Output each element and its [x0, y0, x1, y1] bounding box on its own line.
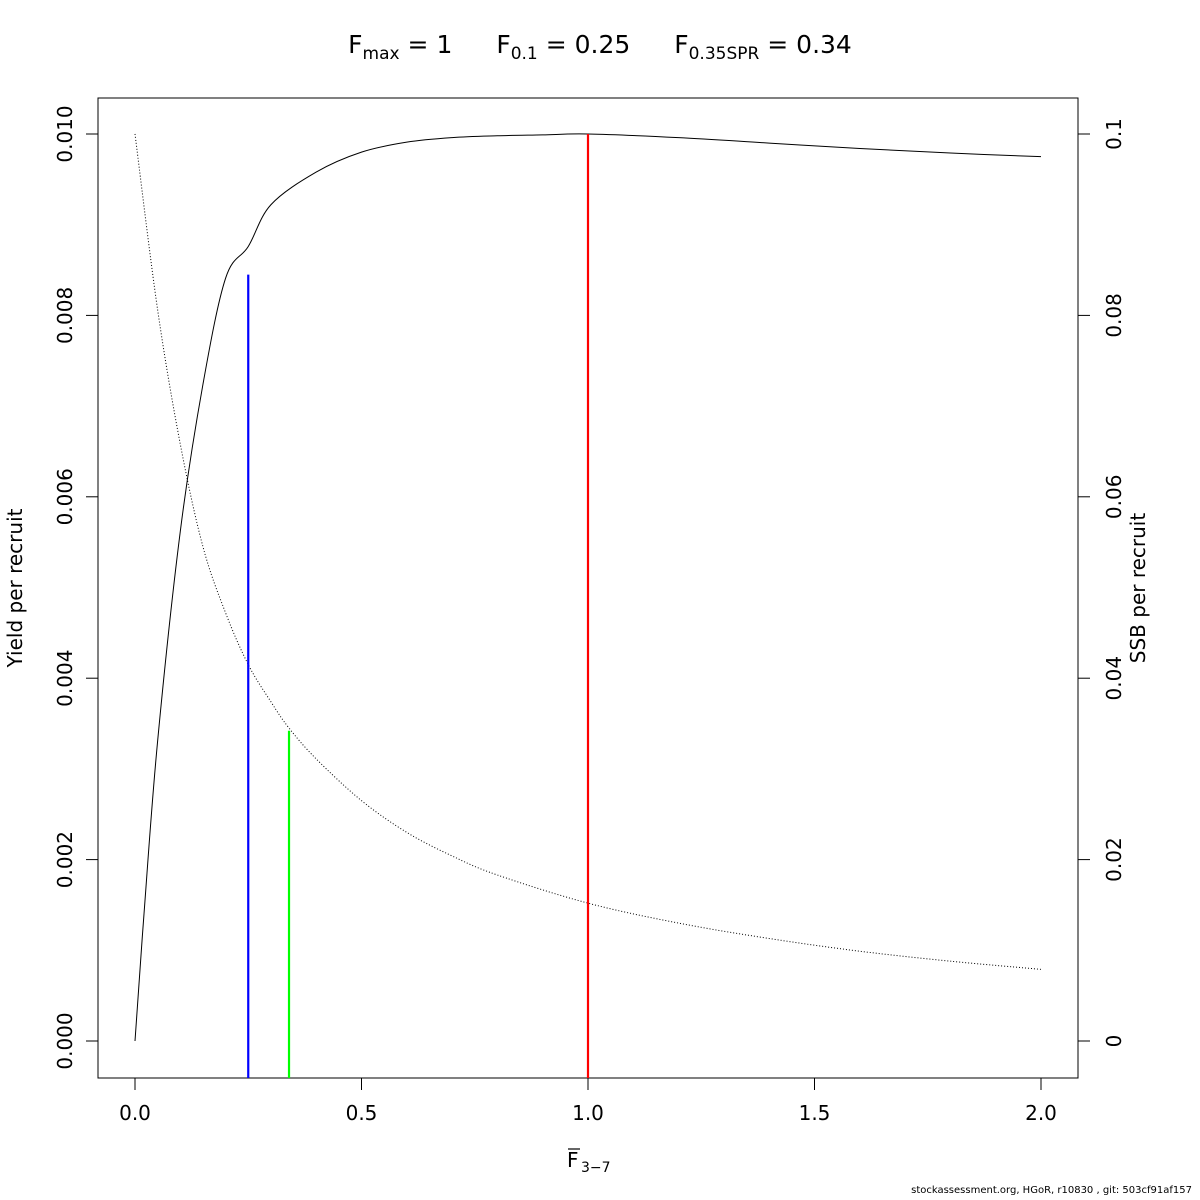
x-tick-label: 0.5	[346, 1101, 378, 1125]
y-axis-left-label: Yield per recruit	[3, 508, 27, 668]
fspr-term: F0.35SPR = 0.34	[674, 30, 852, 64]
x-tick-label: 1.5	[799, 1101, 831, 1125]
y-left-tick-label: 0.004	[53, 650, 77, 707]
ssb-per-recruit-line	[134, 133, 1042, 970]
footer-credit: stockassessment.org, HGoR, r10830 , git:…	[911, 1185, 1192, 1196]
series-layer	[134, 133, 1042, 1042]
yield-per-recruit-line	[134, 133, 1042, 1042]
y-right-tick-label: 0.1	[1102, 118, 1126, 150]
y-right-tick-label: 0.08	[1102, 293, 1126, 338]
y-axis-right: 0 0.02 0.04 0.06 0.08 0.1	[1078, 118, 1126, 1047]
fmax-term: Fmax = 1	[348, 30, 453, 64]
reference-lines	[247, 134, 590, 1078]
y-right-tick-label: 0	[1102, 1035, 1126, 1048]
y-axis-left: 0.000 0.002 0.004 0.006 0.008 0.010	[53, 105, 98, 1070]
y-right-tick-label: 0.04	[1102, 656, 1126, 701]
x-tick-label: 1.0	[572, 1101, 604, 1125]
y-left-tick-label: 0.010	[53, 105, 77, 162]
y-left-tick-label: 0.002	[53, 831, 77, 888]
x-axis: 0.0 0.5 1.0 1.5 2.0	[119, 1078, 1057, 1125]
x-axis-label: F 3−7	[567, 1148, 611, 1176]
x-axis-label-main: F	[567, 1148, 579, 1172]
x-axis-label-sub: 3−7	[581, 1160, 611, 1176]
x-tick-label: 2.0	[1025, 1101, 1057, 1125]
chart-title: Fmax = 1 F0.1 = 0.25 F0.35SPR = 0.34	[0, 30, 1200, 64]
y-right-tick-label: 0.02	[1102, 837, 1126, 882]
y-axis-right-label: SSB per recruit	[1126, 513, 1150, 664]
y-left-tick-label: 0.000	[53, 1012, 77, 1069]
x-tick-label: 0.0	[119, 1101, 151, 1125]
y-left-tick-label: 0.006	[53, 468, 77, 525]
f01-term: F0.1 = 0.25	[496, 30, 631, 64]
y-right-tick-label: 0.06	[1102, 475, 1126, 520]
y-left-tick-label: 0.008	[53, 287, 77, 344]
